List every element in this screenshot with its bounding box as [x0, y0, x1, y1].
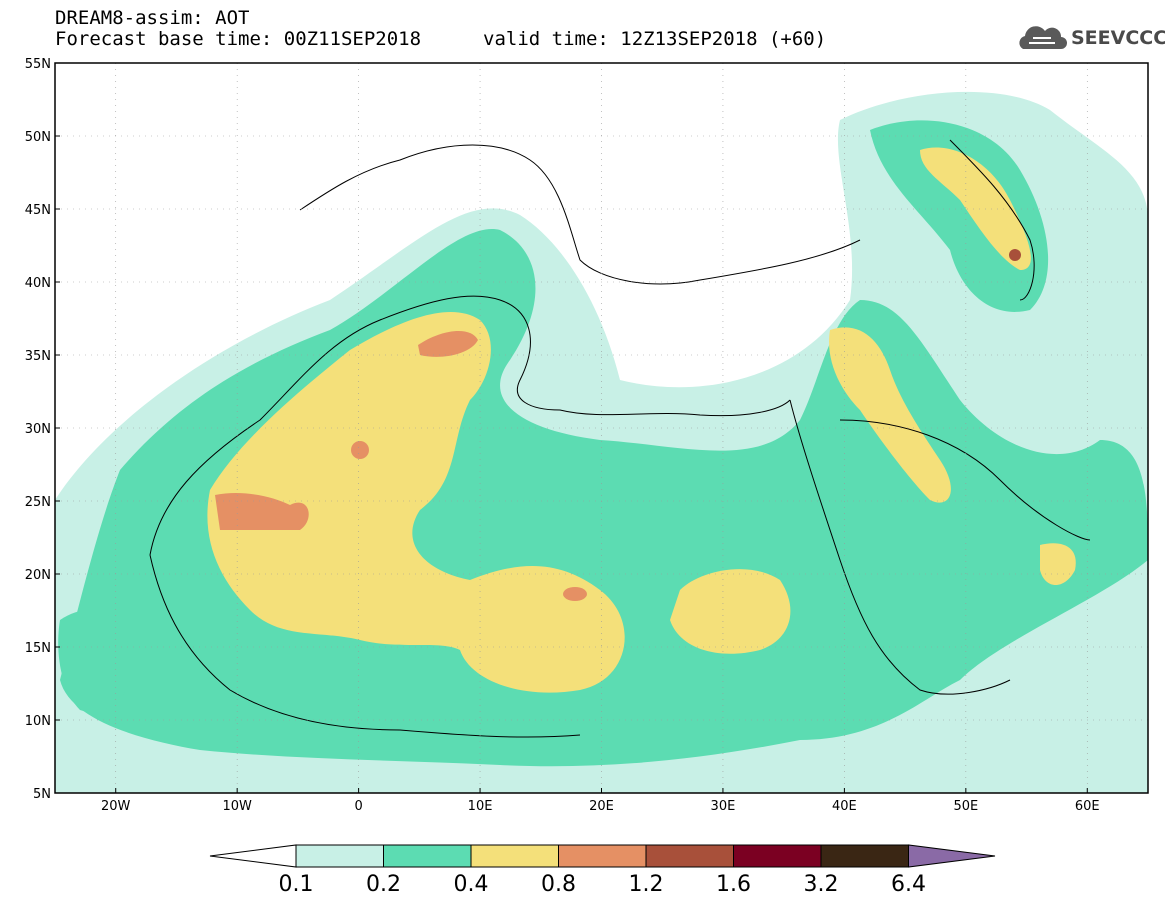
lat-tick-label: 30N: [25, 422, 51, 437]
colorbar-label: 0.4: [453, 872, 489, 897]
lon-tick-label: 50E: [953, 799, 978, 814]
aot-field: [55, 63, 1148, 793]
lon-tick-label: 40E: [832, 799, 857, 814]
coastlines: [149, 139, 1091, 738]
logo-text: SEEVCCC: [1071, 27, 1165, 49]
colorbar-label: 1.2: [628, 872, 664, 897]
aot-level-1.2: [1009, 249, 1021, 261]
colorbar: [209, 844, 996, 868]
lat-tick-label: 55N: [25, 57, 51, 72]
lat-tick-label: 50N: [25, 130, 51, 145]
cloud-icon: [1019, 26, 1067, 49]
aot-level-0.8: [215, 493, 309, 530]
colorbar-label: 1.6: [716, 872, 751, 897]
valid-time: valid time: 12Z13SEP2018 (+60): [483, 28, 827, 50]
colorbar-label: 6.4: [891, 872, 926, 897]
colorbar-swatch: [645, 844, 734, 868]
lon-tick-label: 10W: [222, 799, 252, 814]
lat-tick-label: 20N: [25, 568, 51, 583]
lat-tick-label: 40N: [25, 276, 51, 291]
lon-tick-label: 20E: [589, 799, 614, 814]
forecast-base-time: Forecast base time: 00Z11SEP2018: [55, 28, 422, 50]
lat-tick-label: 45N: [25, 203, 51, 218]
lat-tick-label: 5N: [33, 787, 51, 802]
lon-tick-labels: 20W 10W 0 10E 20E 30E 40E 50E 60E: [101, 788, 1100, 814]
colorbar-label: 0.1: [278, 872, 314, 897]
aot-level-0.4: [207, 311, 625, 693]
lat-tick-label: 35N: [25, 349, 51, 364]
colorbar-label: 3.2: [803, 872, 839, 897]
lon-tick-label: 20W: [101, 799, 131, 814]
lon-tick-label: 60E: [1075, 799, 1100, 814]
colorbar-swatch: [295, 844, 384, 868]
lat-tick-label: 10N: [25, 714, 51, 729]
lon-tick-label: 30E: [711, 799, 736, 814]
graticule: [55, 63, 1148, 793]
colorbar-swatch: [733, 844, 822, 868]
colorbar-min-arrow: [209, 844, 297, 868]
colorbar-swatch: [383, 844, 472, 868]
lon-tick-label: 10E: [468, 799, 493, 814]
lat-tick-label: 25N: [25, 495, 51, 510]
colorbar-label: 0.8: [541, 872, 576, 897]
colorbar-label: 0.2: [366, 872, 401, 897]
lat-tick-labels: 55N 50N 45N 40N 35N 30N 25N 20N 15N 10N 5N: [25, 57, 60, 802]
map-title: DREAM8-assim: AOT: [55, 7, 250, 29]
lon-tick-label: 0: [354, 799, 362, 814]
seevccc-logo: SEEVCCC: [1015, 23, 1165, 57]
colorbar-swatch: [820, 844, 909, 868]
colorbar-max-arrow: [908, 844, 996, 868]
lat-tick-label: 15N: [25, 641, 51, 656]
colorbar-swatch: [558, 844, 647, 868]
colorbar-swatch: [470, 844, 559, 868]
